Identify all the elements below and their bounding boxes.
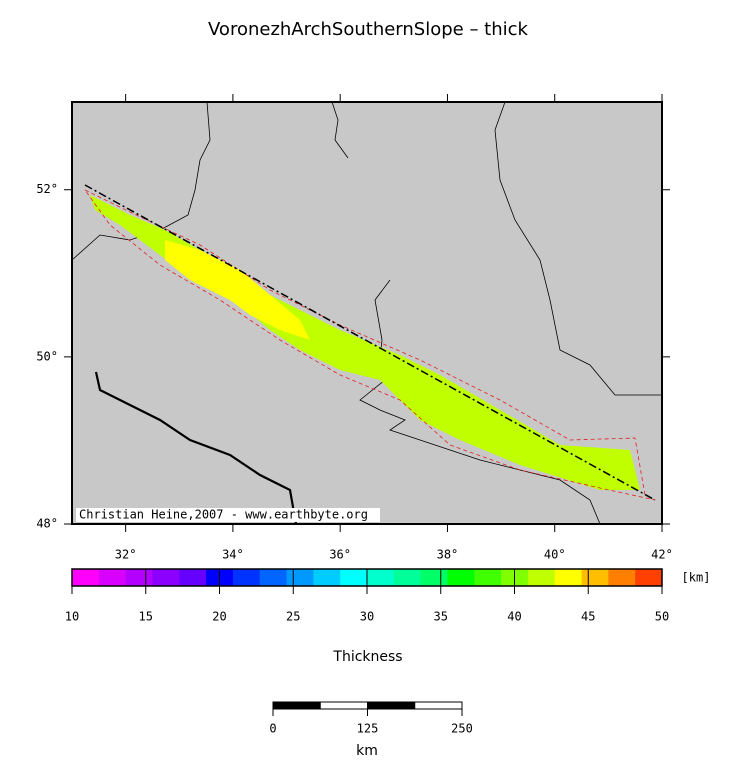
lon-label: 38°	[437, 548, 459, 562]
lon-label: 36°	[329, 548, 351, 562]
colorbar-swatch	[98, 569, 127, 586]
colorbar-swatch	[259, 569, 288, 586]
colorbar-unit: [km]	[682, 571, 711, 585]
colorbar-tick-label: 15	[139, 610, 153, 624]
colorbar-swatch	[286, 569, 314, 586]
colorbar-swatch	[340, 569, 368, 586]
lon-label: 34°	[222, 548, 244, 562]
lon-label: 42°	[651, 548, 673, 562]
river	[94, 371, 298, 525]
scalebar-segment	[367, 701, 416, 710]
scalebar-label: 0	[269, 722, 276, 736]
colorbar-swatch	[447, 569, 475, 586]
colorbar-swatch	[232, 569, 261, 586]
colorbar-tick-label: 20	[212, 610, 226, 624]
title: VoronezhArchSouthernSlope – thick	[208, 19, 529, 40]
colorbar-tick-label: 35	[434, 610, 448, 624]
colorbar-swatch	[313, 569, 341, 586]
colorbar-tick-label: 25	[286, 610, 300, 624]
scalebar-unit: km	[356, 743, 378, 759]
colorbar-tick-label: 40	[507, 610, 521, 624]
colorbar-swatch	[179, 569, 207, 586]
scalebar-segment	[319, 701, 368, 710]
profile-line	[84, 184, 656, 501]
colorbar-swatch	[393, 569, 422, 586]
lon-label: 40°	[544, 548, 566, 562]
colorbar-swatch	[474, 569, 502, 586]
thickness-high	[165, 240, 310, 340]
colorbar-tick-label: 10	[65, 610, 79, 624]
colorbar-swatch	[581, 569, 609, 586]
map-frame	[71, 101, 663, 525]
lat-label: 48°	[36, 517, 58, 531]
lat-label: 50°	[36, 349, 58, 363]
credit: Christian Heine,2007 - www.earthbyte.org	[79, 508, 368, 522]
colorbar-swatch	[527, 569, 556, 586]
colorbar-tick-label: 30	[360, 610, 374, 624]
colorbar-swatch	[608, 569, 636, 586]
colorbar-label: Thickness	[332, 649, 402, 665]
colorbar-tick-label: 45	[581, 610, 595, 624]
colorbar-swatch	[152, 569, 180, 586]
colorbar-swatch	[125, 569, 153, 586]
scalebar-label: 125	[357, 722, 379, 736]
colorbar-swatch	[554, 569, 583, 586]
colorbar-tick-label: 50	[655, 610, 669, 624]
colorbar-swatch	[367, 569, 395, 586]
colorbar-swatch	[420, 569, 448, 586]
scalebar-segment	[272, 701, 321, 710]
lon-label: 32°	[115, 548, 137, 562]
scalebar-label: 250	[451, 722, 473, 736]
lat-label: 52°	[36, 182, 58, 196]
scalebar-segment	[414, 701, 463, 710]
colorbar-swatch	[72, 569, 100, 586]
credit-box	[76, 508, 380, 522]
colorbar-swatch	[635, 569, 663, 586]
